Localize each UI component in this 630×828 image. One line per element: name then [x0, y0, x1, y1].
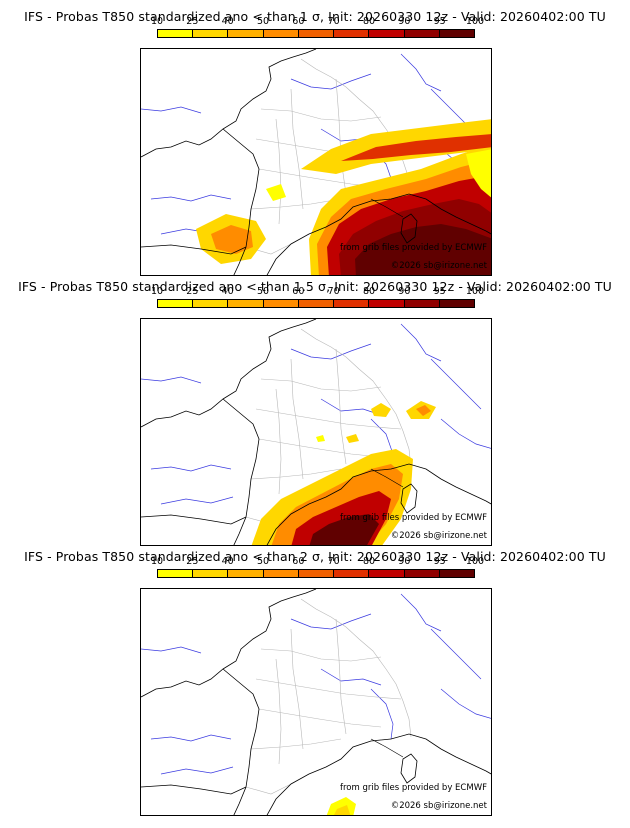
colorbar-tick-label: 60 [292, 16, 305, 27]
colorbar-tick-label: 60 [292, 556, 305, 567]
colorbar-tick-label: 50 [256, 16, 270, 27]
colorbar-segment [158, 570, 194, 577]
coastline-overlay [141, 49, 491, 275]
colorbar-segment [369, 300, 405, 307]
probability-shading [196, 119, 491, 275]
colorbar-segment [228, 30, 264, 37]
colorbar-segment [439, 300, 474, 307]
source-credit: from grib files provided by ECMWF [340, 513, 487, 523]
colorbar [157, 569, 475, 578]
copyright-credit: ©2026 sb@irizone.net [390, 801, 487, 811]
probability-shading [251, 401, 436, 545]
basemap [141, 593, 491, 795]
colorbar-tick-label: 95 [433, 286, 446, 297]
map-area: from grib files provided by ECMWF ©2026 … [140, 48, 492, 276]
colorbar-tick-label: 100 [465, 286, 485, 297]
colorbar-segment [298, 570, 335, 577]
map-area: from grib files provided by ECMWF ©2026 … [140, 318, 492, 546]
copyright-credit: ©2026 sb@irizone.net [390, 531, 487, 541]
colorbar-segment [193, 30, 229, 37]
colorbar-segment [369, 570, 405, 577]
colorbar-tick-label: 70 [327, 556, 340, 567]
colorbar-tick-label: 10 [150, 16, 164, 27]
map-panel-2: IFS - Probas T850 standardized ano < tha… [0, 270, 630, 546]
colorbar-segment [193, 300, 229, 307]
colorbar-ticks: 10 25 40 50 60 70 80 90 95 100 [151, 16, 484, 27]
colorbar-segment [263, 570, 299, 577]
colorbar-tick-label: 100 [465, 556, 485, 567]
colorbar-ticks: 10 25 40 50 60 70 80 90 95 100 [151, 556, 484, 567]
panel-title: IFS - Probas T850 standardized ano < tha… [24, 549, 606, 564]
colorbar-segment [193, 570, 229, 577]
colorbar-segment [404, 30, 440, 37]
colorbar-tick-label: 50 [256, 556, 270, 567]
colorbar-segment [439, 30, 474, 37]
colorbar-tick-label: 40 [221, 286, 234, 297]
colorbar-tick-label: 70 [327, 16, 340, 27]
source-credit: from grib files provided by ECMWF [340, 783, 487, 793]
colorbar-segment [334, 300, 370, 307]
probability-shading [326, 797, 356, 815]
colorbar-tick-label: 90 [398, 16, 411, 27]
coastline-overlay [141, 319, 491, 545]
source-credit: from grib files provided by ECMWF [340, 243, 487, 253]
colorbar-segment [369, 30, 405, 37]
map-panel-3: IFS - Probas T850 standardized ano < tha… [0, 540, 630, 816]
colorbar-segment [404, 570, 440, 577]
colorbar-segment [404, 300, 440, 307]
colorbar-tick-label: 90 [398, 286, 411, 297]
colorbar-tick-label: 80 [362, 16, 376, 27]
colorbar-ticks: 10 25 40 50 60 70 80 90 95 100 [151, 286, 484, 297]
colorbar-tick-label: 25 [186, 16, 199, 27]
colorbar-segment [439, 570, 474, 577]
colorbar-tick-label: 95 [433, 16, 446, 27]
panel-title: IFS - Probas T850 standardized ano < tha… [18, 279, 612, 294]
colorbar-segment [298, 300, 335, 307]
colorbar-tick-label: 80 [362, 556, 376, 567]
colorbar-tick-label: 100 [465, 16, 485, 27]
colorbar-tick-label: 40 [221, 16, 234, 27]
colorbar-tick-label: 80 [362, 286, 376, 297]
colorbar [157, 29, 475, 38]
colorbar-tick-label: 50 [256, 286, 270, 297]
map-area: from grib files provided by ECMWF ©2026 … [140, 588, 492, 816]
colorbar-segment [158, 30, 194, 37]
colorbar-segment [334, 30, 370, 37]
colorbar-tick-label: 25 [186, 286, 199, 297]
colorbar-tick-label: 25 [186, 556, 199, 567]
colorbar-tick-label: 95 [433, 556, 446, 567]
colorbar-tick-label: 90 [398, 556, 411, 567]
colorbar-tick-label: 60 [292, 286, 305, 297]
panel-title: IFS - Probas T850 standardized ano < tha… [24, 9, 606, 24]
colorbar-segment [228, 570, 264, 577]
colorbar-tick-label: 40 [221, 556, 234, 567]
colorbar-segment [158, 300, 194, 307]
colorbar-segment [334, 570, 370, 577]
coastline-overlay [141, 589, 491, 815]
colorbar-segment [228, 300, 264, 307]
colorbar-tick-label: 70 [327, 286, 340, 297]
colorbar [157, 299, 475, 308]
colorbar-segment [263, 300, 299, 307]
colorbar-tick-label: 10 [150, 556, 164, 567]
map-panel-1: IFS - Probas T850 standardized ano < tha… [0, 0, 630, 276]
copyright-credit: ©2026 sb@irizone.net [390, 261, 487, 271]
colorbar-segment [298, 30, 335, 37]
colorbar-segment [263, 30, 299, 37]
colorbar-tick-label: 10 [150, 286, 164, 297]
